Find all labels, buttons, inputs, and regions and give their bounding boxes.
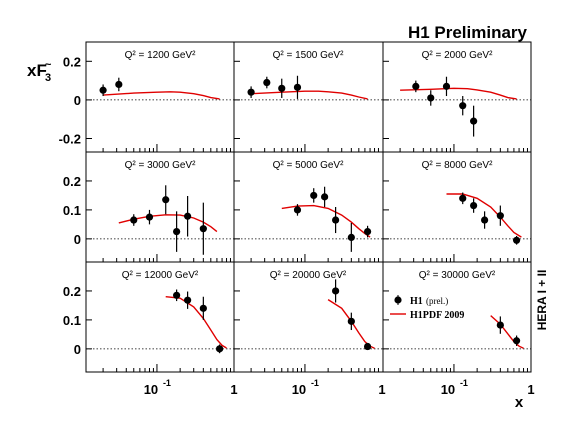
data-point xyxy=(470,201,478,210)
data-point xyxy=(459,194,467,202)
data-point xyxy=(481,216,489,224)
panel-q2-1: Q² = 1200 GeV² xyxy=(86,50,234,101)
data-point xyxy=(199,225,207,233)
x-tick-label: 1 xyxy=(230,382,237,397)
y-tick-label: 0.2 xyxy=(63,284,81,299)
theory-curve xyxy=(165,296,227,349)
x-tick-label: 10 xyxy=(144,382,158,397)
x-tick-label-exponent: -1 xyxy=(460,378,468,388)
x-tick-label: 10 xyxy=(441,382,455,397)
x-tick-label: 1 xyxy=(378,382,385,397)
x-tick-label: 1 xyxy=(527,382,534,397)
data-point xyxy=(496,212,504,220)
y-tick-label: 0.1 xyxy=(63,203,81,218)
panel-q2-label: Q² = 12000 GeV² xyxy=(122,270,199,281)
data-point xyxy=(332,216,340,224)
x-tick-label-exponent: -1 xyxy=(311,378,319,388)
data-point xyxy=(247,88,255,96)
theory-curve xyxy=(251,90,368,100)
panel-q2-6: Q² = 8000 GeV² xyxy=(383,160,531,245)
panel-q2-7: Q² = 12000 GeV² xyxy=(86,270,234,354)
y-tick-label: 0.1 xyxy=(63,313,81,328)
theory-curve xyxy=(103,91,220,100)
data-point xyxy=(442,82,451,90)
side-label: HERA I + II xyxy=(535,270,549,331)
data-point xyxy=(145,213,154,221)
panel-q2-3: Q² = 2000 GeV² xyxy=(383,50,531,137)
panel-q2-label: Q² = 1200 GeV² xyxy=(125,50,197,61)
data-point xyxy=(470,117,478,125)
data-point xyxy=(332,287,340,295)
panels-layer: 0.2 0 -0.2 0.2 0.1 0 0.2 0.1 0 10 -1 1 10 -1 1 10 -1 1 Q² … xyxy=(59,41,535,397)
chart-header-title: H1 Preliminary xyxy=(408,23,528,42)
x-tick-label-exponent: -1 xyxy=(163,378,171,388)
panel-q2-2: Q² = 1500 GeV² xyxy=(234,50,383,101)
panel-q2-8: Q² = 20000 GeV² xyxy=(234,270,383,351)
data-point xyxy=(321,193,329,201)
data-point xyxy=(99,86,107,94)
panel-q2-label: Q² = 8000 GeV² xyxy=(422,160,494,171)
data-point xyxy=(278,84,286,92)
data-point xyxy=(293,206,302,214)
data-point xyxy=(184,296,192,304)
data-point xyxy=(347,317,355,325)
data-point xyxy=(263,78,271,87)
data-point xyxy=(512,236,521,244)
data-point xyxy=(115,80,123,89)
theory-curve xyxy=(281,204,371,238)
data-point xyxy=(310,191,318,200)
y-axis-label-subscript: 3 xyxy=(45,72,51,84)
data-point xyxy=(363,342,372,351)
data-point xyxy=(130,216,138,224)
y-axis-label-main: xF xyxy=(27,61,47,80)
x-tick-label: 10 xyxy=(292,382,306,397)
panel-q2-9: Q² = 30000 GeV² xyxy=(383,270,531,350)
panel-q2-label: Q² = 1500 GeV² xyxy=(273,50,345,61)
theory-curve xyxy=(118,214,218,233)
data-point xyxy=(173,291,181,299)
data-point xyxy=(459,102,467,110)
legend-label-data: H1 xyxy=(410,296,423,307)
y-tick-label: 0 xyxy=(74,93,81,108)
data-point xyxy=(496,321,504,329)
data-point xyxy=(215,345,224,353)
data-point xyxy=(412,82,420,90)
panel-q2-4: Q² = 3000 GeV² xyxy=(86,160,234,255)
y-tick-label: 0 xyxy=(74,342,81,357)
data-point xyxy=(184,212,192,220)
legend: H1 (prel.) H1PDF 2009 xyxy=(390,295,464,321)
y-tick-label: 0.2 xyxy=(63,174,81,189)
panel-q2-label: Q² = 5000 GeV² xyxy=(273,160,345,171)
panel-q2-label: Q² = 20000 GeV² xyxy=(270,270,347,281)
panel-q2-label: Q² = 3000 GeV² xyxy=(125,160,197,171)
data-point xyxy=(512,337,521,345)
data-point xyxy=(173,228,181,236)
y-axis-label: xF ~ 3 xyxy=(27,59,52,84)
data-point xyxy=(293,83,302,91)
theory-curve xyxy=(446,193,522,238)
x-axis-label: x xyxy=(515,394,524,411)
data-point xyxy=(427,94,435,102)
data-point xyxy=(199,304,207,312)
data-point xyxy=(363,228,372,236)
y-tick-label: 0.2 xyxy=(63,54,81,69)
panel-q2-5: Q² = 5000 GeV² xyxy=(234,160,383,252)
y-tick-label: 0 xyxy=(74,232,81,247)
y-axis-label-tilde: ~ xyxy=(45,59,52,71)
legend-label-curve: H1PDF 2009 xyxy=(410,310,464,321)
legend-label-data-qualifier: (prel.) xyxy=(426,296,448,306)
data-point xyxy=(347,233,355,241)
theory-curve xyxy=(400,87,517,100)
y-tick-label: -0.2 xyxy=(59,131,81,146)
plot-frame xyxy=(85,41,532,373)
panel-q2-label: Q² = 30000 GeV² xyxy=(419,270,496,281)
panel-q2-label: Q² = 2000 GeV² xyxy=(422,50,494,61)
data-point xyxy=(162,196,170,204)
